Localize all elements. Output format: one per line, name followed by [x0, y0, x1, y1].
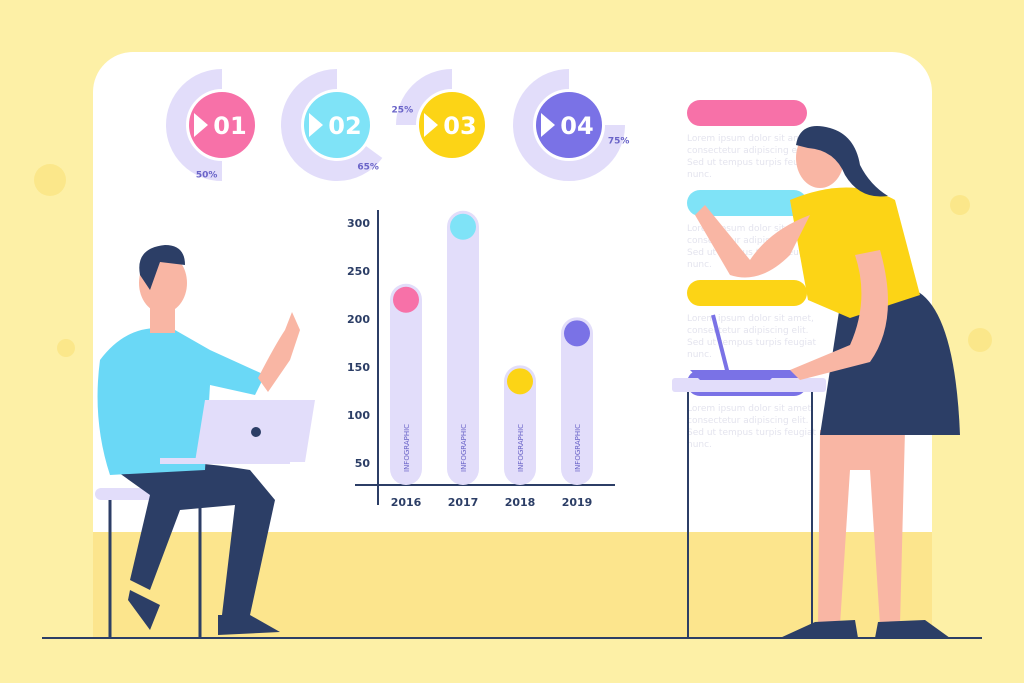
man-hair	[139, 245, 185, 290]
bar-label: INFOGRAPHIC	[460, 424, 468, 472]
x-tick-label: 2019	[562, 496, 593, 509]
woman-arm	[790, 250, 888, 380]
note-pill	[687, 100, 807, 126]
bar-marker	[507, 368, 533, 395]
laptop-base	[160, 458, 290, 464]
step-percent: 75%	[608, 136, 630, 146]
bar-label: INFOGRAPHIC	[403, 424, 411, 472]
woman-legs	[818, 430, 905, 625]
y-tick-label: 100	[347, 409, 370, 422]
woman-shirt	[790, 187, 920, 318]
standing-desk	[672, 378, 826, 392]
decor-dot	[950, 195, 970, 215]
y-tick-label: 300	[347, 217, 370, 230]
bar	[561, 317, 593, 485]
bar-marker	[393, 286, 419, 313]
step-04: 04 75%	[513, 69, 630, 181]
woman-skirt	[820, 290, 960, 435]
play-icon	[541, 113, 555, 137]
tablet	[690, 370, 780, 380]
woman-figure	[672, 126, 960, 638]
step-number: 01	[213, 112, 246, 140]
step-progress-ring	[396, 69, 453, 126]
step-percent: 50%	[196, 171, 218, 181]
play-icon	[424, 113, 438, 137]
decor-dot	[34, 164, 66, 196]
man-figure	[95, 245, 315, 638]
decor-dot	[968, 328, 992, 352]
step-progress-ring	[166, 69, 223, 181]
note-text: Lorem ipsum dolor sit amet, consectetur …	[687, 404, 817, 450]
step-progress-ring	[281, 69, 383, 181]
woman-shoe	[780, 620, 858, 638]
x-tick-label: 2017	[448, 496, 479, 509]
step-number: 02	[328, 112, 361, 140]
step-number: 04	[560, 112, 593, 140]
y-tick-label: 250	[347, 265, 370, 278]
note-pill	[687, 280, 807, 306]
note-text: Lorem ipsum dolor sit amet, consectetur …	[687, 224, 817, 270]
x-tick-label: 2016	[391, 496, 422, 509]
step-percent: 65%	[357, 163, 379, 173]
tablet-pen	[711, 314, 730, 375]
y-tick-label: 150	[347, 361, 370, 374]
bar	[390, 283, 422, 485]
y-tick-label: 50	[355, 457, 371, 470]
y-tick-label: 200	[347, 313, 370, 326]
x-tick-label: 2018	[505, 496, 536, 509]
man-shoe	[128, 590, 160, 630]
step-percent: 25%	[392, 106, 414, 116]
step-01: 01 50%	[166, 69, 255, 181]
step-02: 02 65%	[281, 69, 383, 181]
step-circle	[189, 92, 255, 158]
man-sweater	[97, 328, 266, 475]
laptop-logo	[251, 427, 261, 437]
bar-marker	[564, 320, 590, 347]
step-progress-ring	[513, 69, 625, 181]
bar-label: INFOGRAPHIC	[574, 424, 582, 472]
bar-label: INFOGRAPHIC	[517, 424, 525, 472]
bar	[447, 210, 479, 485]
man-shoe	[218, 615, 280, 635]
step-circle	[536, 92, 602, 158]
decor-dot	[57, 339, 75, 357]
play-icon	[309, 113, 323, 137]
note-text: Lorem ipsum dolor sit amet, consectetur …	[687, 314, 817, 360]
man-hand	[258, 312, 300, 392]
man-legs	[115, 462, 275, 615]
note-text: Lorem ipsum dolor sit amet, consectetur …	[687, 134, 817, 180]
woman-shoe	[875, 620, 950, 638]
woman-hair	[796, 126, 888, 197]
play-icon	[194, 113, 208, 137]
woman-arm	[695, 205, 810, 278]
bar	[504, 365, 536, 485]
step-circle	[304, 92, 370, 158]
step-03: 03 25%	[392, 69, 485, 158]
step-number: 03	[443, 112, 476, 140]
bar-marker	[450, 213, 476, 240]
step-circle	[419, 92, 485, 158]
